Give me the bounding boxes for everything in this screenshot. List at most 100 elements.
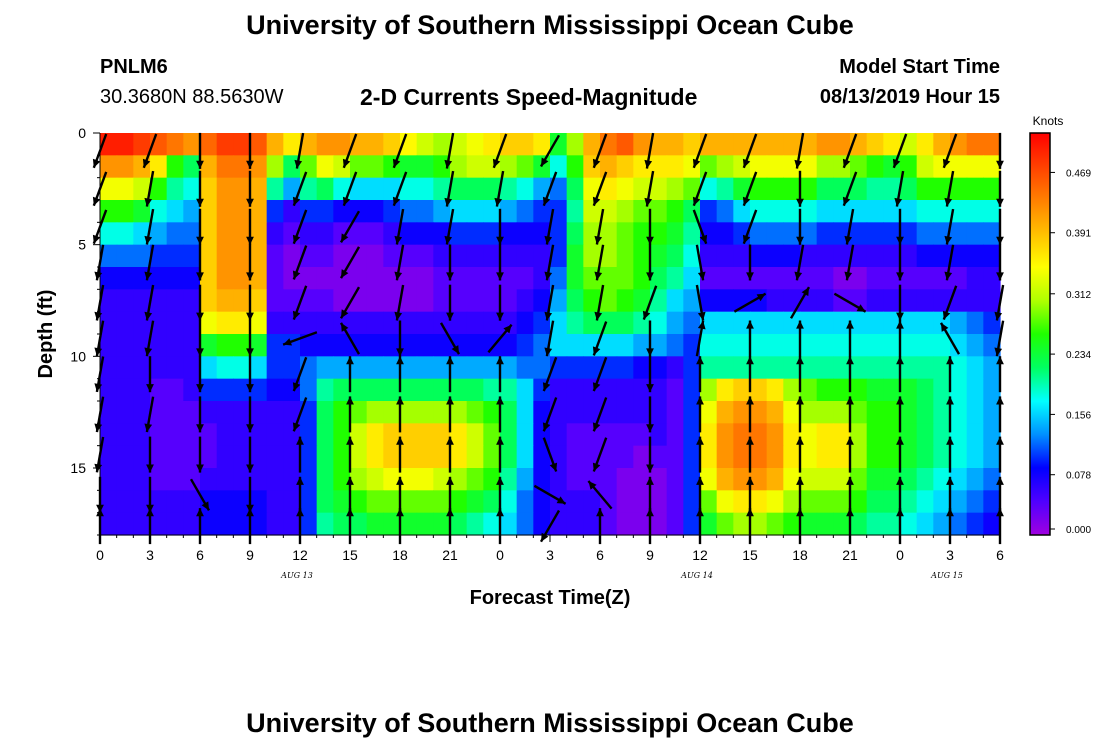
vector-head bbox=[246, 236, 254, 245]
heatmap-cell bbox=[266, 423, 284, 447]
current-vector bbox=[439, 322, 461, 355]
heatmap-cell bbox=[666, 155, 684, 179]
current-vector bbox=[292, 397, 308, 432]
heatmap-cell bbox=[183, 423, 201, 447]
heatmap-cell bbox=[216, 512, 234, 536]
heatmap-cell bbox=[483, 289, 501, 313]
heatmap-cell bbox=[933, 177, 951, 201]
x-tick-label: 15 bbox=[742, 547, 758, 563]
heatmap-cell bbox=[350, 356, 368, 380]
heatmap-cell bbox=[283, 512, 301, 536]
heatmap-cell bbox=[633, 244, 651, 268]
heatmap-cell bbox=[233, 356, 251, 380]
heatmap-cell bbox=[900, 244, 918, 268]
heatmap-cell bbox=[966, 177, 984, 201]
heatmap-cell bbox=[100, 177, 118, 201]
heatmap-cell bbox=[766, 133, 784, 156]
heatmap-cell bbox=[616, 177, 634, 201]
heatmap-cell bbox=[733, 401, 751, 424]
heatmap-cell bbox=[533, 200, 551, 223]
vector-head bbox=[946, 508, 954, 517]
heatmap-cell bbox=[683, 490, 701, 514]
heatmap-cell bbox=[450, 200, 468, 223]
heatmap-cell bbox=[600, 177, 618, 201]
heatmap-cell bbox=[983, 133, 1001, 156]
vector-head bbox=[696, 396, 704, 405]
vector-head bbox=[292, 196, 301, 206]
vector-head bbox=[996, 272, 1004, 281]
current-vector bbox=[696, 436, 704, 473]
heatmap-cell bbox=[333, 378, 351, 402]
heatmap-cell bbox=[683, 378, 701, 402]
heatmap-cell bbox=[233, 177, 251, 201]
current-vector bbox=[296, 476, 304, 513]
heatmap-cell bbox=[933, 378, 951, 402]
current-vector bbox=[996, 170, 1004, 207]
heatmap-cell bbox=[283, 133, 301, 156]
heatmap-cell bbox=[716, 445, 734, 469]
vector-head bbox=[842, 196, 851, 206]
vector-head bbox=[994, 347, 1003, 357]
heatmap-cell bbox=[950, 177, 968, 201]
vector-head bbox=[144, 311, 153, 321]
heatmap-cell bbox=[850, 356, 868, 380]
heatmap-cell bbox=[616, 244, 634, 268]
current-vector bbox=[392, 171, 408, 207]
heatmap-cell bbox=[116, 445, 134, 469]
current-vector bbox=[692, 171, 708, 207]
heatmap-cell bbox=[533, 356, 551, 380]
heatmap-cell bbox=[316, 222, 334, 246]
heatmap-cell bbox=[483, 468, 501, 491]
heatmap-cell bbox=[366, 490, 384, 514]
heatmap-cell bbox=[216, 311, 234, 335]
heatmap-cell bbox=[633, 468, 651, 491]
vector-head bbox=[296, 508, 304, 517]
current-vector bbox=[794, 132, 805, 169]
heatmap-cell bbox=[300, 222, 318, 246]
heatmap-cell bbox=[916, 401, 934, 424]
heatmap-cell bbox=[983, 267, 1001, 290]
heatmap-cell bbox=[183, 356, 201, 380]
heatmap-cell bbox=[233, 378, 251, 402]
heatmap-cell bbox=[366, 445, 384, 469]
vector-head bbox=[146, 384, 154, 393]
heatmap-cell bbox=[783, 244, 801, 268]
heatmap-cell bbox=[800, 311, 818, 335]
vector-head bbox=[844, 271, 853, 281]
heatmap-cell bbox=[283, 289, 301, 313]
heatmap-cell bbox=[216, 445, 234, 469]
heatmap-cell bbox=[166, 490, 184, 514]
heatmap-cell bbox=[850, 445, 868, 469]
vector-head bbox=[296, 436, 304, 445]
heatmap-cell bbox=[716, 512, 734, 536]
heatmap-cell bbox=[650, 311, 668, 335]
heatmap-cell bbox=[183, 490, 201, 514]
vector-head bbox=[292, 422, 301, 432]
current-vector bbox=[896, 320, 904, 357]
vector-head bbox=[144, 347, 153, 357]
heatmap-cell bbox=[150, 244, 168, 268]
current-vector bbox=[846, 356, 854, 393]
current-vector bbox=[246, 132, 254, 169]
heatmap-cell bbox=[366, 512, 384, 536]
heatmap-cell bbox=[650, 133, 668, 156]
heatmap-cell bbox=[900, 334, 918, 357]
heatmap-cell bbox=[400, 200, 418, 223]
heatmap-cell bbox=[216, 356, 234, 380]
vector-head bbox=[946, 396, 954, 405]
vector-head bbox=[496, 272, 504, 281]
heatmap-cell bbox=[300, 512, 318, 536]
heatmap-cell bbox=[316, 177, 334, 201]
heatmap-cell bbox=[200, 356, 218, 380]
model-start-value: 08/13/2019 Hour 15 bbox=[819, 86, 1000, 108]
vector-head bbox=[896, 476, 904, 485]
heatmap-cell bbox=[950, 356, 968, 380]
heatmap-cell bbox=[350, 155, 368, 179]
heatmap-cell bbox=[550, 177, 568, 201]
heatmap-cell bbox=[616, 512, 634, 536]
vector-head bbox=[342, 158, 351, 168]
current-vector bbox=[696, 396, 704, 433]
vector-head bbox=[944, 235, 953, 245]
vector-head bbox=[346, 396, 354, 405]
